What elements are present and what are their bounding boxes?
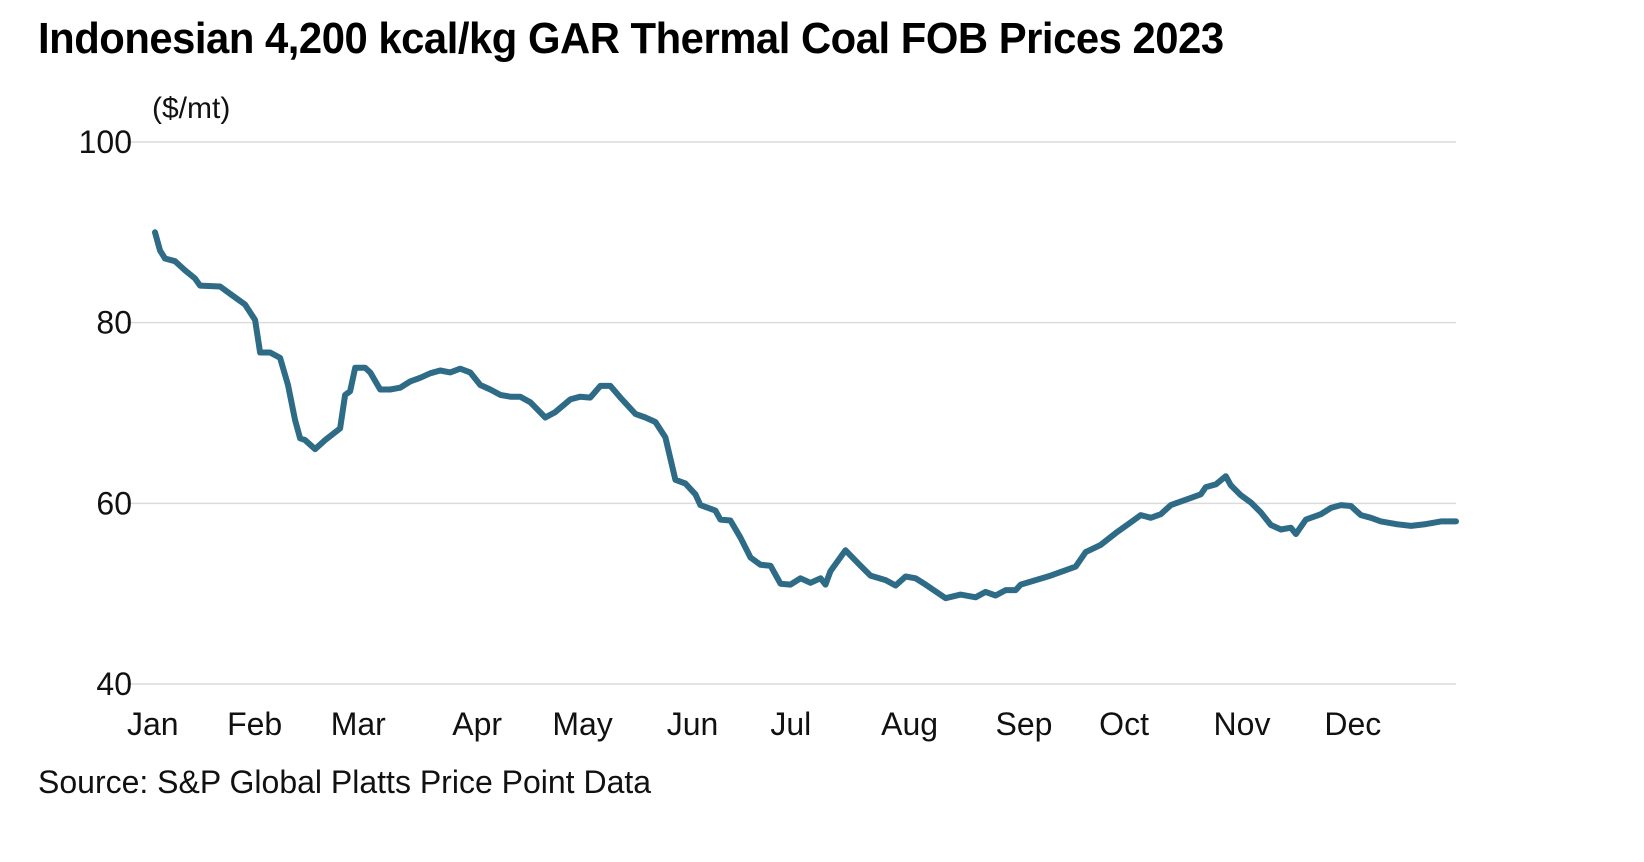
x-tick-label-oct: Oct <box>1099 706 1149 742</box>
x-tick-label-aug: Aug <box>881 706 938 742</box>
y-tick-label: 60 <box>96 485 132 521</box>
y-tick-label: 80 <box>96 305 132 341</box>
x-tick-label-nov: Nov <box>1214 706 1271 742</box>
gridlines <box>127 141 1456 685</box>
price-series-line <box>152 229 1459 602</box>
x-tick-label-jun: Jun <box>667 706 719 742</box>
y-tick-label: 100 <box>79 124 132 160</box>
x-tick-label-sep: Sep <box>996 706 1053 742</box>
x-tick-label-jul: Jul <box>770 706 811 742</box>
x-tick-label-dec: Dec <box>1324 706 1381 742</box>
chart-title: Indonesian 4,200 kcal/kg GAR Thermal Coa… <box>38 14 1224 63</box>
x-tick-label-apr: Apr <box>452 706 502 742</box>
x-tick-label-may: May <box>552 706 612 742</box>
series-layer <box>152 229 1459 602</box>
x-tick-label-feb: Feb <box>227 706 282 742</box>
x-tick-label-mar: Mar <box>331 706 386 742</box>
x-tick-label-jan: Jan <box>127 706 179 742</box>
source-note: Source: S&P Global Platts Price Point Da… <box>38 764 652 800</box>
y-axis-ticks: 40 60 80 100 <box>79 124 132 702</box>
x-axis-ticks: Jan Feb Mar Apr May Jun Jul Aug Sep Oct Nov Dec <box>127 706 1381 742</box>
y-tick-label: 40 <box>96 666 132 702</box>
y-axis-unit-label: ($/mt) <box>152 92 231 125</box>
